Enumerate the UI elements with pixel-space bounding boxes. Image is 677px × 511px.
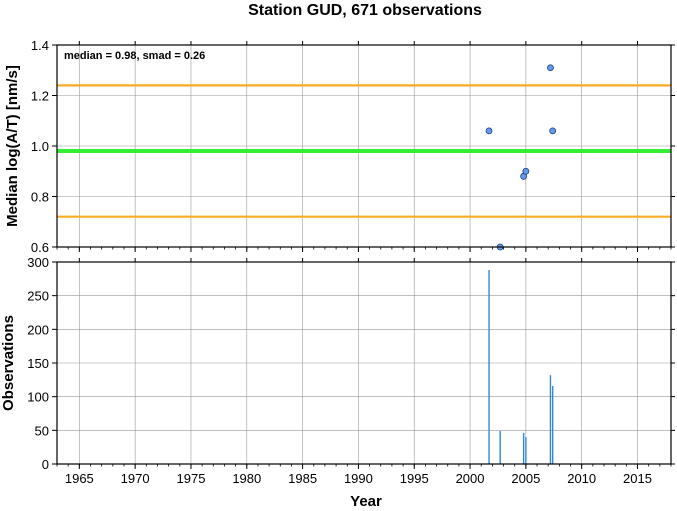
x-tick-label: 2000 xyxy=(456,471,485,486)
stats-annotation: median = 0.98, smad = 0.26 xyxy=(64,50,205,62)
plot-frame xyxy=(56,261,672,465)
observation-bar xyxy=(525,437,527,464)
chart-title: Station GUD, 671 observations xyxy=(248,2,482,19)
y-tick-label: 100 xyxy=(27,390,49,405)
data-point xyxy=(485,127,493,135)
x-tick-label: 1985 xyxy=(288,471,317,486)
observation-bar xyxy=(549,375,552,464)
y-tick-label: 300 xyxy=(27,255,49,270)
x-tick-label: 1990 xyxy=(344,471,373,486)
y-tick-label: 0 xyxy=(42,457,49,472)
x-tick-label: 2010 xyxy=(567,471,596,486)
x-tick-label: 1965 xyxy=(65,471,94,486)
x-axis-label: Year xyxy=(350,493,382,510)
observation-bar xyxy=(488,270,490,464)
x-tick-label: 1975 xyxy=(177,471,206,486)
y-tick-label: 0.8 xyxy=(31,190,49,205)
x-tick-label: 1970 xyxy=(121,471,150,486)
observation-bar xyxy=(499,431,501,464)
observations-panel: 1965 1970 1975 1980 1985 1990 1995 2000 2005 2010… xyxy=(0,255,675,510)
observation-bar xyxy=(522,433,525,464)
y-tick-label: 150 xyxy=(27,356,49,371)
y-axis-label: Observations xyxy=(0,315,17,411)
x-tick-label: 2005 xyxy=(511,471,540,486)
data-point xyxy=(549,127,557,135)
x-tick-label: 2015 xyxy=(623,471,652,486)
median-panel: 0.6 0.8 1.0 1.2 1.4 median = 0.98, smad = 0.2… xyxy=(4,38,675,255)
data-point xyxy=(547,64,554,72)
plot-frame xyxy=(56,44,672,248)
y-tick-label: 200 xyxy=(27,322,49,337)
y-tick-label: 1.4 xyxy=(31,38,49,53)
y-tick-label: 1.0 xyxy=(31,139,49,154)
x-tick-label: 1980 xyxy=(232,471,261,486)
observation-bar xyxy=(551,385,554,464)
y-tick-label: 1.2 xyxy=(31,89,49,104)
y-tick-label: 0.6 xyxy=(31,240,49,255)
x-tick-label: 1995 xyxy=(400,471,429,486)
y-tick-label: 250 xyxy=(27,289,49,304)
y-tick-label: 50 xyxy=(35,423,49,438)
y-axis-label: Median log(A/T) [nm/s] xyxy=(4,65,21,227)
data-point xyxy=(522,167,530,175)
